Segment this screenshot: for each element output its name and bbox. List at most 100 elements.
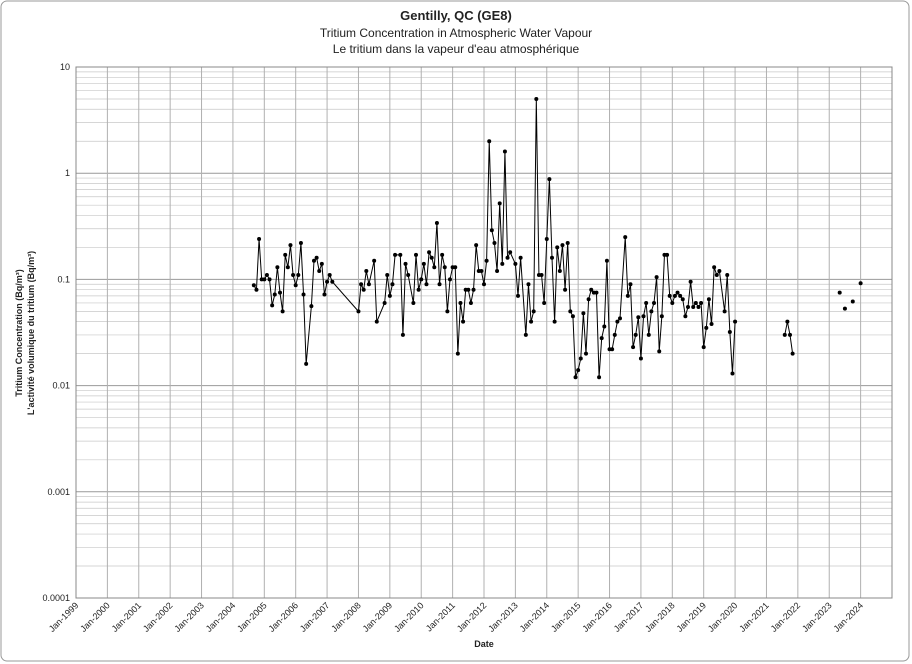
data-point — [665, 252, 670, 257]
data-point — [625, 293, 630, 298]
data-point — [615, 319, 620, 324]
data-point — [706, 297, 711, 302]
data-point — [387, 293, 392, 298]
data-point — [500, 261, 505, 266]
data-point — [555, 245, 560, 250]
data-point — [445, 309, 450, 314]
data-point — [296, 273, 301, 278]
data-point — [790, 351, 795, 356]
plot-frame — [75, 66, 893, 599]
data-point — [782, 332, 787, 337]
data-point — [654, 275, 659, 280]
data-point — [427, 250, 432, 255]
data-point — [599, 336, 604, 341]
data-point — [678, 293, 683, 298]
data-point — [492, 241, 497, 246]
data-line — [784, 321, 794, 354]
data-point — [672, 293, 677, 298]
data-point — [552, 319, 557, 324]
data-point — [361, 287, 366, 292]
data-point — [563, 287, 568, 292]
data-point — [257, 237, 262, 242]
data-point — [696, 304, 701, 309]
data-point — [652, 300, 656, 305]
data-point — [429, 255, 434, 260]
data-point — [254, 287, 259, 292]
data-point — [434, 220, 439, 225]
data-point — [466, 287, 471, 292]
data-point — [267, 277, 272, 282]
data-point — [312, 258, 316, 263]
data-point — [275, 265, 280, 270]
data-point — [251, 283, 256, 288]
data-point — [633, 332, 638, 337]
data-point — [526, 282, 531, 287]
data-point — [301, 292, 306, 297]
data-point — [602, 324, 607, 329]
chart-subtitle: Le tritium dans la vapeur d'eau atmosphé… — [333, 42, 580, 56]
data-point — [636, 315, 641, 320]
data-point — [366, 282, 371, 287]
data-point — [319, 261, 324, 266]
data-point — [398, 252, 403, 257]
data-point — [712, 265, 717, 270]
data-point — [437, 282, 442, 287]
data-point — [576, 368, 581, 373]
data-point — [471, 287, 476, 292]
data-point — [432, 265, 437, 270]
data-point — [618, 316, 622, 321]
data-point — [628, 282, 633, 287]
data-point — [693, 300, 698, 305]
data-point — [406, 273, 411, 278]
y-tick-label: 0.001 — [47, 487, 70, 497]
data-point — [709, 322, 714, 327]
data-point — [722, 309, 727, 314]
data-point — [578, 356, 583, 361]
data-point — [683, 314, 688, 319]
data-point — [270, 303, 275, 308]
data-point — [400, 332, 405, 337]
data-point — [641, 314, 646, 319]
y-tick-label: 0.1 — [57, 274, 70, 284]
data-point — [612, 332, 617, 337]
data-point — [539, 273, 544, 278]
data-point — [495, 268, 500, 273]
data-point — [597, 375, 602, 380]
data-point — [364, 268, 369, 273]
data-point — [649, 309, 654, 314]
data-point — [482, 282, 486, 287]
data-point — [285, 265, 290, 270]
data-point — [581, 311, 586, 316]
y-tick-label: 0.0001 — [42, 593, 70, 603]
data-point — [272, 292, 277, 297]
data-point — [262, 277, 267, 282]
data-point — [725, 273, 730, 278]
data-point — [513, 261, 518, 266]
data-point — [714, 273, 719, 278]
data-point — [610, 347, 615, 352]
data-point — [424, 282, 429, 287]
data-point — [356, 309, 361, 314]
data-point — [534, 96, 539, 101]
data-point — [280, 309, 285, 314]
y-tick-label: 1 — [65, 168, 70, 178]
data-point — [568, 309, 573, 314]
data-point — [623, 235, 628, 240]
x-axis-label: Date — [474, 639, 494, 649]
data-point — [659, 314, 664, 319]
data-point — [474, 243, 479, 248]
data-point — [550, 255, 554, 260]
data-point — [573, 375, 578, 380]
data-point — [325, 279, 330, 284]
data-point — [317, 268, 322, 273]
data-point — [416, 287, 421, 292]
data-point — [508, 250, 513, 255]
data-point — [584, 351, 588, 356]
data-point — [704, 325, 709, 330]
data-point — [544, 237, 549, 242]
data-point — [479, 268, 484, 273]
data-point — [304, 361, 309, 366]
data-point — [461, 319, 466, 324]
